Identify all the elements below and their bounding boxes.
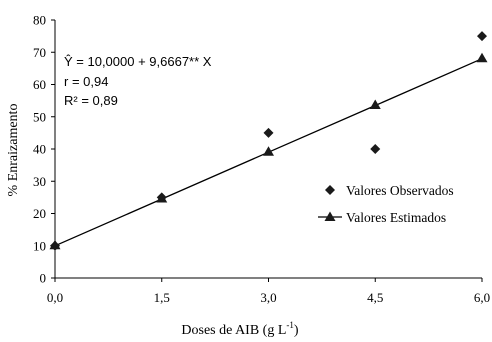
x-axis-title: Doses de AIB (g L-1): [181, 320, 299, 338]
y-axis-title: % Enraizamento: [6, 104, 21, 197]
x-tick-label: 4,5: [367, 290, 383, 305]
y-tick-label: 40: [33, 142, 46, 157]
legend: Valores Observados Valores Estimados: [318, 183, 454, 225]
y-tick-label: 70: [33, 45, 46, 60]
y-tick-label: 0: [40, 271, 47, 286]
y-tick-label: 50: [33, 109, 46, 124]
estimated-point: [369, 99, 381, 109]
estimated-point: [263, 146, 274, 156]
y-tick-label: 30: [33, 174, 46, 189]
y-tick-label: 80: [33, 13, 46, 28]
observed-point: [263, 127, 274, 138]
observed-point: [477, 31, 487, 42]
y-tick-label: 60: [33, 77, 46, 92]
estimated-point: [49, 239, 61, 250]
x-tick-label: 3,0: [260, 290, 276, 305]
estimated-point: [476, 52, 488, 63]
y-tick-label: 10: [33, 238, 46, 253]
legend-label-observed: Valores Observados: [346, 183, 454, 198]
x-tick-label: 0,0: [47, 290, 63, 305]
r-annotation: r = 0,94: [64, 74, 108, 89]
x-tick-label: 6,0: [474, 290, 490, 305]
estimated-point: [156, 192, 168, 203]
x-tick-label: 1,5: [154, 290, 170, 305]
x-tick-labels: 0,0 1,5 3,0 4,5 6,0: [47, 290, 490, 305]
r2-annotation: R² = 0,89: [64, 93, 118, 108]
axes: [51, 19, 483, 282]
data-points: [49, 31, 488, 251]
y-tick-labels: 0 10 20 30 40 50 60 70 80: [33, 13, 46, 286]
legend-label-estimated: Valores Estimados: [346, 210, 446, 225]
y-tick-label: 20: [33, 206, 46, 221]
legend-triangle-marker: [324, 211, 336, 221]
legend-diamond-marker: [325, 185, 335, 195]
observed-point: [370, 144, 381, 154]
equation-annotation: Ŷ = 10,0000 + 9,6667** X: [64, 54, 212, 69]
